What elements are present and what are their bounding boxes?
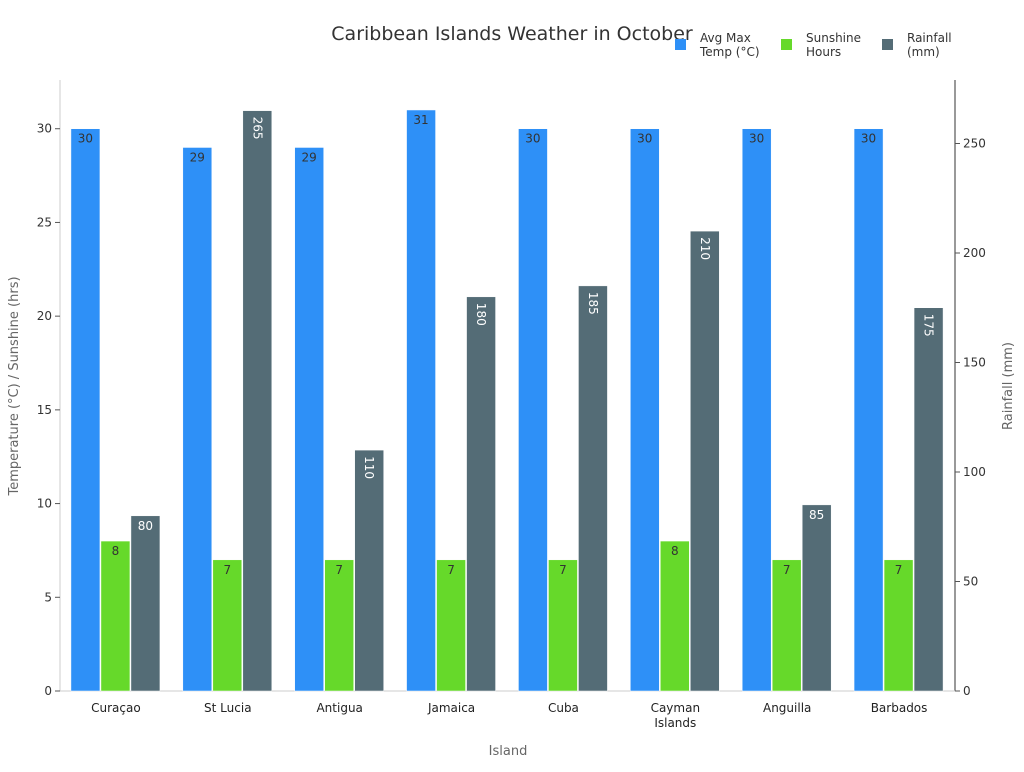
data-label: 7 bbox=[783, 563, 791, 577]
data-label: 29 bbox=[190, 150, 205, 164]
bar-1 bbox=[771, 559, 802, 692]
y2-tick-label: 0 bbox=[963, 684, 971, 698]
bar-0 bbox=[741, 128, 772, 692]
legend-swatch bbox=[882, 39, 893, 50]
bar-0 bbox=[182, 147, 213, 692]
bar-1 bbox=[100, 540, 131, 692]
y2-tick-label: 100 bbox=[963, 465, 986, 479]
x-tick-label: Cuba bbox=[548, 701, 579, 715]
data-label: 30 bbox=[637, 132, 652, 146]
bar-0 bbox=[406, 109, 436, 692]
bar-0 bbox=[294, 147, 324, 692]
bar-2 bbox=[130, 515, 161, 692]
x-tick-label: Barbados bbox=[871, 701, 928, 715]
y2-axis-label: Rainfall (mm) bbox=[1001, 342, 1016, 430]
data-label: 8 bbox=[671, 544, 679, 558]
bar-2 bbox=[242, 110, 273, 692]
data-label: 85 bbox=[809, 508, 824, 522]
data-label: 110 bbox=[362, 456, 376, 479]
data-label: 80 bbox=[138, 519, 153, 533]
bar-1 bbox=[212, 559, 243, 692]
data-label: 30 bbox=[861, 132, 876, 146]
y-axis-label: Temperature (°C) / Sunshine (hrs) bbox=[7, 276, 22, 496]
bar-1 bbox=[548, 559, 578, 692]
bar-2 bbox=[913, 307, 944, 692]
data-label: 7 bbox=[447, 563, 455, 577]
y2-tick-label: 50 bbox=[963, 575, 978, 589]
bar-1 bbox=[883, 559, 914, 692]
bar-0 bbox=[853, 128, 884, 692]
bar-1 bbox=[324, 559, 354, 692]
data-label: 180 bbox=[474, 303, 488, 326]
data-label: 30 bbox=[749, 132, 764, 146]
bar-2 bbox=[578, 285, 608, 692]
y-tick-label: 10 bbox=[37, 497, 52, 511]
bar-2 bbox=[690, 230, 720, 692]
legend-label: Rainfall (mm) bbox=[907, 31, 952, 59]
x-axis-label: Island bbox=[489, 744, 528, 759]
x-tick-label: Anguilla bbox=[763, 701, 811, 715]
y2-tick-label: 200 bbox=[963, 246, 986, 260]
y-tick-label: 20 bbox=[37, 309, 52, 323]
y-tick-label: 5 bbox=[44, 590, 52, 604]
x-tick-label: Antigua bbox=[316, 701, 362, 715]
data-label: 210 bbox=[698, 237, 712, 260]
legend-label: Avg Max Temp (°C) bbox=[699, 31, 760, 59]
legend-swatch bbox=[781, 39, 792, 50]
x-tick-label: Curaçao bbox=[91, 701, 141, 715]
chart-title: Caribbean Islands Weather in October bbox=[331, 23, 693, 45]
legend-swatch bbox=[675, 39, 686, 50]
bar-0 bbox=[630, 128, 660, 692]
x-tick-label: St Lucia bbox=[204, 701, 252, 715]
data-label: 7 bbox=[895, 563, 903, 577]
x-tick-label: Cayman Islands bbox=[651, 701, 700, 730]
data-label: 265 bbox=[250, 117, 264, 140]
data-label: 185 bbox=[586, 292, 600, 315]
data-label: 7 bbox=[223, 563, 231, 577]
data-label: 30 bbox=[78, 132, 93, 146]
bar-2 bbox=[466, 296, 496, 692]
bar-1 bbox=[660, 540, 690, 692]
y-tick-label: 0 bbox=[44, 684, 52, 698]
data-label: 175 bbox=[922, 314, 936, 337]
data-label: 31 bbox=[413, 113, 428, 127]
bar-0 bbox=[70, 128, 101, 692]
bar-1 bbox=[436, 559, 466, 692]
y-tick-label: 15 bbox=[37, 403, 52, 417]
bar-2 bbox=[354, 449, 384, 692]
data-label: 8 bbox=[112, 544, 120, 558]
legend-label: Sunshine Hours bbox=[806, 31, 861, 59]
data-label: 7 bbox=[335, 563, 343, 577]
x-tick-label: Jamaica bbox=[427, 701, 475, 715]
data-label: 30 bbox=[525, 132, 540, 146]
data-label: 7 bbox=[559, 563, 567, 577]
bar-2 bbox=[801, 504, 832, 692]
y-tick-label: 30 bbox=[37, 122, 52, 136]
y2-tick-label: 150 bbox=[963, 356, 986, 370]
bar-0 bbox=[518, 128, 548, 692]
data-label: 29 bbox=[302, 150, 317, 164]
y-tick-label: 25 bbox=[37, 215, 52, 229]
y2-tick-label: 250 bbox=[963, 137, 986, 151]
